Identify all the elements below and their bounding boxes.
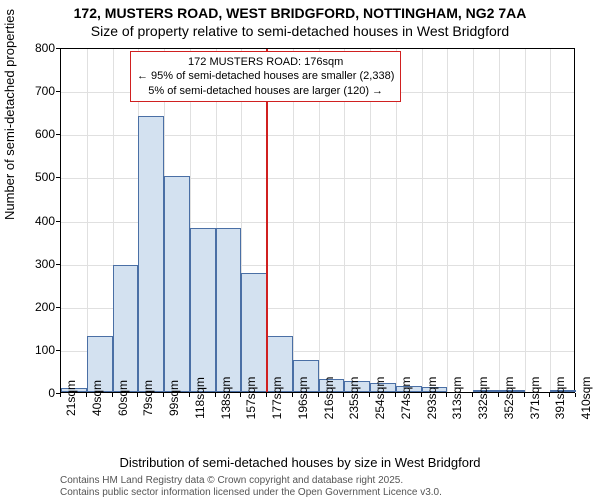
x-tick-mark xyxy=(266,393,267,397)
x-tick-mark xyxy=(240,393,241,397)
y-tick-mark xyxy=(56,264,60,265)
x-tick-label: 371sqm xyxy=(528,377,542,420)
x-tick-label: 177sqm xyxy=(270,377,284,420)
x-tick-mark xyxy=(549,393,550,397)
x-tick-label: 138sqm xyxy=(219,377,233,420)
x-tick-label: 332sqm xyxy=(476,377,490,420)
x-tick-mark xyxy=(421,393,422,397)
x-tick-label: 21sqm xyxy=(64,380,78,416)
x-tick-mark xyxy=(112,393,113,397)
x-tick-label: 254sqm xyxy=(373,377,387,420)
x-tick-mark xyxy=(318,393,319,397)
x-tick-label: 216sqm xyxy=(322,377,336,420)
x-tick-label: 157sqm xyxy=(244,377,258,420)
x-tick-label: 99sqm xyxy=(167,380,181,416)
x-tick-mark xyxy=(163,393,164,397)
x-tick-mark xyxy=(575,393,576,397)
histogram-chart: 172, MUSTERS ROAD, WEST BRIDGFORD, NOTTI… xyxy=(0,0,600,500)
x-tick-label: 118sqm xyxy=(193,377,207,419)
x-tick-mark xyxy=(524,393,525,397)
gridline-vertical xyxy=(525,49,526,392)
x-tick-mark xyxy=(189,393,190,397)
x-tick-label: 60sqm xyxy=(116,380,130,416)
y-tick-mark xyxy=(56,350,60,351)
annotation-box: 172 MUSTERS ROAD: 176sqm← 95% of semi-de… xyxy=(130,51,401,102)
y-tick-label: 500 xyxy=(20,170,55,184)
x-tick-label: 274sqm xyxy=(399,377,413,420)
x-tick-label: 352sqm xyxy=(502,377,516,420)
x-tick-mark xyxy=(498,393,499,397)
histogram-bar xyxy=(216,228,242,392)
y-tick-label: 100 xyxy=(20,343,55,357)
x-tick-label: 391sqm xyxy=(553,377,567,420)
y-tick-mark xyxy=(56,177,60,178)
x-tick-mark xyxy=(137,393,138,397)
annotation-line-1: 172 MUSTERS ROAD: 176sqm xyxy=(137,55,394,69)
chart-title-address: 172, MUSTERS ROAD, WEST BRIDGFORD, NOTTI… xyxy=(0,5,600,21)
y-tick-label: 700 xyxy=(20,84,55,98)
x-tick-mark xyxy=(215,393,216,397)
histogram-bar xyxy=(113,265,139,392)
annotation-line-3: 5% of semi-detached houses are larger (1… xyxy=(137,84,394,98)
y-tick-mark xyxy=(56,307,60,308)
x-tick-mark xyxy=(292,393,293,397)
y-tick-label: 800 xyxy=(20,41,55,55)
x-tick-label: 293sqm xyxy=(425,377,439,420)
x-tick-label: 313sqm xyxy=(450,377,464,420)
y-axis-label: Number of semi-detached properties xyxy=(2,9,17,220)
gridline-vertical xyxy=(447,49,448,392)
histogram-bar xyxy=(138,116,164,392)
x-tick-label: 410sqm xyxy=(579,377,593,420)
y-tick-label: 300 xyxy=(20,257,55,271)
gridline-vertical xyxy=(550,49,551,392)
y-tick-label: 0 xyxy=(20,386,55,400)
y-tick-mark xyxy=(56,134,60,135)
y-tick-mark xyxy=(56,221,60,222)
gridline-vertical xyxy=(422,49,423,392)
x-tick-label: 235sqm xyxy=(347,377,361,420)
x-tick-mark xyxy=(446,393,447,397)
x-tick-mark xyxy=(60,393,61,397)
x-tick-label: 196sqm xyxy=(296,377,310,420)
y-tick-label: 600 xyxy=(20,127,55,141)
y-tick-label: 400 xyxy=(20,214,55,228)
histogram-bar xyxy=(190,228,216,392)
y-tick-mark xyxy=(56,48,60,49)
gridline-vertical xyxy=(473,49,474,392)
x-axis-label: Distribution of semi-detached houses by … xyxy=(0,455,600,470)
x-tick-mark xyxy=(472,393,473,397)
x-tick-label: 40sqm xyxy=(90,380,104,416)
annotation-line-2: ← 95% of semi-detached houses are smalle… xyxy=(137,69,394,83)
chart-title-description: Size of property relative to semi-detach… xyxy=(0,23,600,39)
histogram-bar xyxy=(241,273,267,392)
footer-copyright-1: Contains HM Land Registry data © Crown c… xyxy=(60,475,403,486)
x-tick-mark xyxy=(343,393,344,397)
y-tick-label: 200 xyxy=(20,300,55,314)
x-tick-mark xyxy=(395,393,396,397)
y-tick-mark xyxy=(56,91,60,92)
footer-copyright-2: Contains public sector information licen… xyxy=(60,487,442,498)
x-tick-label: 79sqm xyxy=(141,380,155,416)
x-tick-mark xyxy=(369,393,370,397)
histogram-bar xyxy=(164,176,190,392)
x-tick-mark xyxy=(86,393,87,397)
gridline-vertical xyxy=(499,49,500,392)
